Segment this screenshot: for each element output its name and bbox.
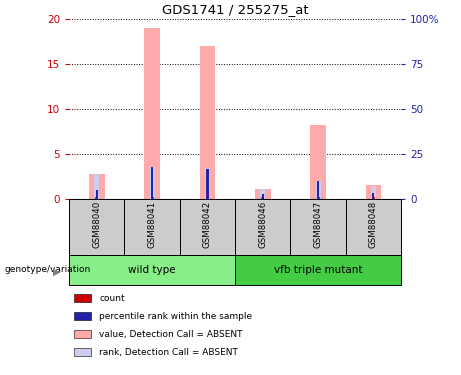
Bar <box>89 174 105 199</box>
Text: vfb triple mutant: vfb triple mutant <box>274 265 362 275</box>
Title: GDS1741 / 255275_at: GDS1741 / 255275_at <box>162 3 308 16</box>
Bar <box>69 255 235 285</box>
Text: GSM88040: GSM88040 <box>92 200 101 248</box>
Text: ▶: ▶ <box>53 267 60 277</box>
Bar <box>235 255 401 285</box>
Bar <box>95 197 98 199</box>
Bar <box>69 199 124 255</box>
Bar <box>144 28 160 199</box>
Bar <box>290 199 346 255</box>
Text: genotype/variation: genotype/variation <box>5 266 91 274</box>
Bar <box>206 197 209 199</box>
Text: count: count <box>99 294 125 303</box>
Bar <box>317 197 319 199</box>
Text: rank, Detection Call = ABSENT: rank, Detection Call = ABSENT <box>99 348 238 357</box>
Bar <box>124 199 180 255</box>
Bar <box>310 125 326 199</box>
Bar <box>150 167 154 199</box>
Bar <box>151 197 154 199</box>
Text: GSM88042: GSM88042 <box>203 200 212 248</box>
Bar <box>235 199 290 255</box>
Bar <box>200 46 215 199</box>
Text: percentile rank within the sample: percentile rank within the sample <box>99 312 252 321</box>
Bar <box>317 181 319 199</box>
Text: GSM88046: GSM88046 <box>258 200 267 248</box>
Bar <box>346 199 401 255</box>
Bar <box>151 167 153 199</box>
Text: value, Detection Call = ABSENT: value, Detection Call = ABSENT <box>99 330 242 339</box>
Bar <box>371 186 376 199</box>
Text: GSM88041: GSM88041 <box>148 200 157 248</box>
Bar <box>255 189 271 199</box>
Bar <box>262 194 264 199</box>
Text: GSM88047: GSM88047 <box>313 200 323 248</box>
Bar <box>95 174 99 199</box>
Bar <box>366 185 381 199</box>
Bar <box>372 197 375 199</box>
Bar <box>316 181 320 199</box>
Bar <box>261 197 264 199</box>
Bar <box>260 189 265 199</box>
Bar <box>96 190 98 199</box>
Bar <box>207 169 208 199</box>
Bar <box>205 168 210 199</box>
Bar <box>180 199 235 255</box>
Bar <box>372 194 374 199</box>
Text: GSM88048: GSM88048 <box>369 200 378 248</box>
Text: wild type: wild type <box>128 265 176 275</box>
